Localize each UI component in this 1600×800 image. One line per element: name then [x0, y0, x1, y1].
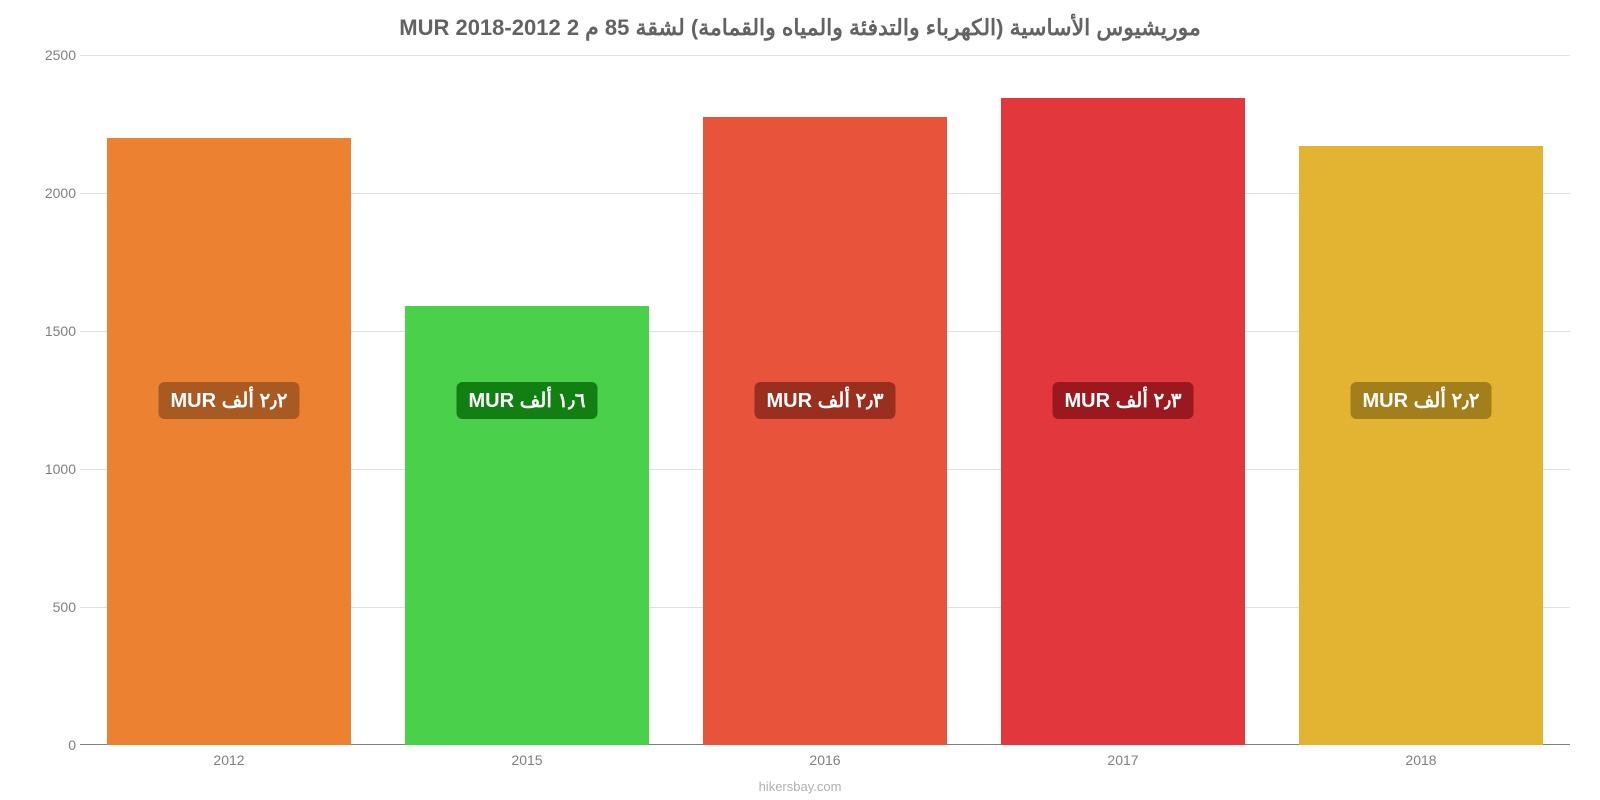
x-axis-label: 2017 — [1107, 752, 1138, 768]
bar — [1299, 146, 1543, 745]
y-axis-label: 1000 — [16, 461, 76, 477]
y-axis-label: 1500 — [16, 323, 76, 339]
bar-value-label: ٢٫٢ ألف MUR — [1351, 382, 1492, 419]
bar-value-label: ٢٫٣ ألف MUR — [755, 382, 896, 419]
y-axis-label: 2000 — [16, 185, 76, 201]
chart-title: موريشيوس الأساسية (الكهرباء والتدفئة وال… — [0, 15, 1600, 41]
bar — [405, 306, 649, 745]
y-axis-label: 500 — [16, 599, 76, 615]
bar-value-label: ٢٫٣ ألف MUR — [1053, 382, 1194, 419]
x-axis-label: 2012 — [213, 752, 244, 768]
grid-line — [80, 55, 1570, 56]
x-axis-label: 2018 — [1405, 752, 1436, 768]
plot-area: ٢٫٢ ألف MUR ١٫٦ ألف MUR ٢٫٣ ألف MUR ٢٫٣ ألف… — [80, 55, 1570, 745]
bar-value-label: ١٫٦ ألف MUR — [457, 382, 598, 419]
x-axis-label: 2015 — [511, 752, 542, 768]
bar — [703, 117, 947, 745]
bar — [107, 138, 351, 745]
chart-footer: hikersbay.com — [0, 779, 1600, 794]
bar — [1001, 98, 1245, 745]
bar-value-label: ٢٫٢ ألف MUR — [159, 382, 300, 419]
y-axis-label: 2500 — [16, 47, 76, 63]
y-axis-label: 0 — [16, 737, 76, 753]
chart-container: موريشيوس الأساسية (الكهرباء والتدفئة وال… — [0, 0, 1600, 800]
x-axis-label: 2016 — [809, 752, 840, 768]
